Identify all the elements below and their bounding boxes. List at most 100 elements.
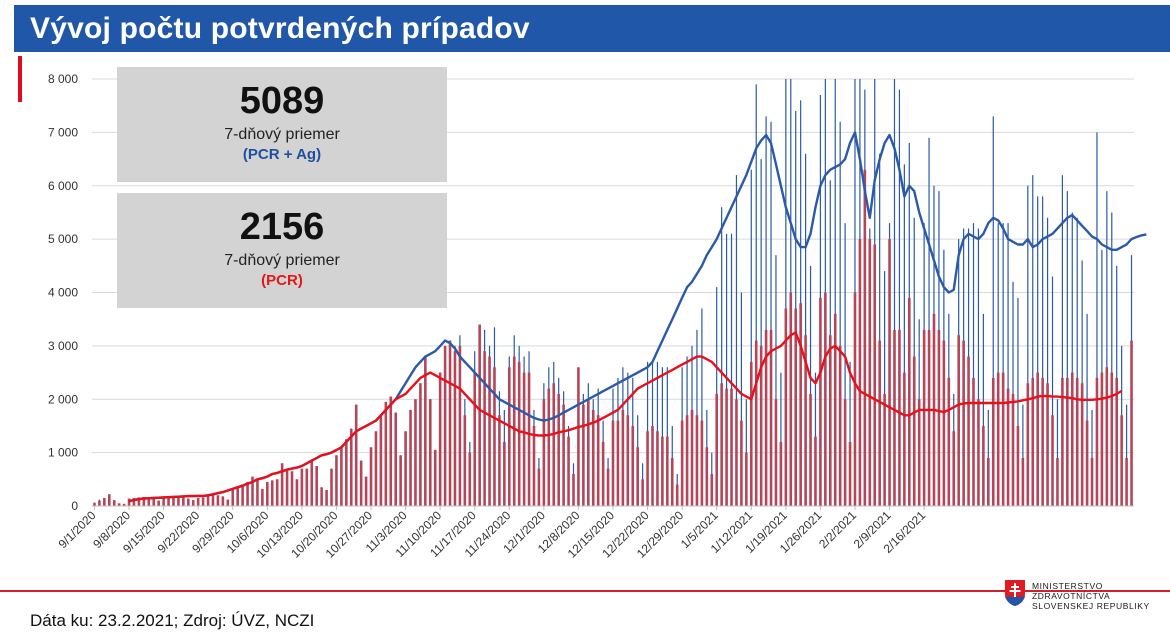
bar-pcr xyxy=(330,468,333,506)
bar-pcr xyxy=(1001,372,1005,506)
bar-pcr xyxy=(132,497,136,506)
bar-pcr xyxy=(991,377,995,506)
bar-pcr xyxy=(384,401,388,506)
bar-pcr xyxy=(1120,415,1123,506)
bar-pcr xyxy=(211,495,215,506)
bar-pcr xyxy=(285,468,289,506)
bar-pcr xyxy=(226,499,230,506)
bar-pcr xyxy=(547,388,551,506)
bar-pcr xyxy=(888,239,891,506)
bar-pcr xyxy=(552,383,556,506)
bar-pcr xyxy=(107,494,111,506)
bar-pcr xyxy=(379,415,383,506)
bar-pcr xyxy=(295,479,299,506)
bar-pcr xyxy=(582,404,585,506)
cases-chart: 0 1 000 2 000 3 000 4 000 5 000 6 000 7 000 8 00… xyxy=(48,72,1147,561)
ministry-logo: MINISTERSTVO ZDRAVOTNÍCTVA SLOVENSKEJ RE… xyxy=(1004,579,1164,619)
bar-pcr xyxy=(868,239,872,506)
bar-pcr xyxy=(833,313,837,506)
bar-pcr xyxy=(1115,377,1119,506)
bar-pcr xyxy=(601,441,605,506)
bar-pcr xyxy=(167,497,170,506)
bar-pcr xyxy=(157,500,160,506)
bar-pcr xyxy=(666,436,669,506)
bar-pcr xyxy=(769,329,773,506)
bar-pcr xyxy=(201,497,205,506)
bar-pcr xyxy=(572,473,575,506)
bar-pcr xyxy=(542,399,546,506)
bar-pcr xyxy=(290,471,294,506)
bar-pcr xyxy=(1036,372,1040,506)
bar-pcr xyxy=(1021,457,1025,506)
bar-pcr xyxy=(730,388,733,506)
avg-value-total: 5089 xyxy=(239,80,325,122)
y-tick-label: 0 xyxy=(71,499,78,513)
bar-pcr xyxy=(305,468,309,506)
bar-pcr xyxy=(987,457,990,506)
bar-pcr xyxy=(320,487,323,506)
bar-pcr xyxy=(537,468,541,506)
bar-pcr xyxy=(517,361,521,506)
bar-pcr xyxy=(922,329,926,506)
bar-pcr xyxy=(873,244,877,506)
bar-pcr xyxy=(404,431,407,506)
title-bar: Vývoj počtu potvrdených prípadov xyxy=(14,5,1170,52)
bar-pcr xyxy=(794,308,798,506)
bar-pcr xyxy=(977,399,980,506)
bar-pcr xyxy=(1080,383,1084,506)
bar-pcr xyxy=(636,447,639,506)
slovak-crest-icon xyxy=(1005,580,1025,606)
bar-pcr xyxy=(898,329,901,506)
bar-pcr xyxy=(641,479,644,506)
bar-pcr xyxy=(996,372,1000,506)
y-tick-label: 4 000 xyxy=(48,286,78,300)
bar-pcr xyxy=(335,455,338,506)
bar-pcr xyxy=(1100,372,1104,506)
bar-pcr xyxy=(1041,377,1044,506)
bar-pcr xyxy=(354,404,358,506)
bar-pcr xyxy=(137,497,141,506)
bar-pcr xyxy=(522,372,526,506)
bar-pcr xyxy=(216,495,220,506)
bar-pcr xyxy=(1061,377,1064,506)
bar-pcr xyxy=(690,409,694,506)
y-tick-label: 6 000 xyxy=(48,179,78,193)
bar-pcr xyxy=(1125,457,1128,506)
bar-pcr xyxy=(1075,377,1079,506)
bar-pcr xyxy=(142,496,146,506)
bar-pcr xyxy=(527,372,531,506)
bar-pcr xyxy=(117,503,121,506)
bar-pcr xyxy=(103,497,106,506)
bar-pcr xyxy=(428,399,432,506)
bar-pcr xyxy=(749,361,753,506)
bar-pcr xyxy=(927,329,931,506)
bar-pcr xyxy=(503,441,506,506)
bar-pcr xyxy=(275,479,279,506)
bar-pcr xyxy=(300,468,304,506)
bar-pcr xyxy=(947,377,951,506)
bar-pcr xyxy=(1070,372,1074,506)
bar-pcr xyxy=(789,292,793,506)
bar-pcr xyxy=(606,468,610,506)
bar-pcr xyxy=(680,420,684,506)
bar-pcr xyxy=(912,356,916,506)
bar-pcr xyxy=(246,481,249,506)
bar-pcr xyxy=(1026,383,1030,506)
bar-pcr xyxy=(562,404,565,506)
bar-pcr xyxy=(705,447,709,506)
bar-pcr xyxy=(725,388,728,506)
bar-pcr xyxy=(784,308,788,506)
bar-pcr xyxy=(917,399,921,506)
bar-pcr xyxy=(241,484,244,506)
bar-pcr xyxy=(937,329,941,506)
bar-pcr xyxy=(656,431,659,506)
bar-pcr xyxy=(369,447,373,506)
bar-pcr xyxy=(463,415,467,506)
bar-pcr xyxy=(493,367,496,506)
bar-pcr xyxy=(196,497,200,506)
bar-pcr xyxy=(735,399,738,506)
bar-pcr xyxy=(512,356,516,506)
bar-pcr xyxy=(152,499,156,506)
bar-pcr xyxy=(759,345,763,506)
bar-pcr xyxy=(1031,377,1035,506)
